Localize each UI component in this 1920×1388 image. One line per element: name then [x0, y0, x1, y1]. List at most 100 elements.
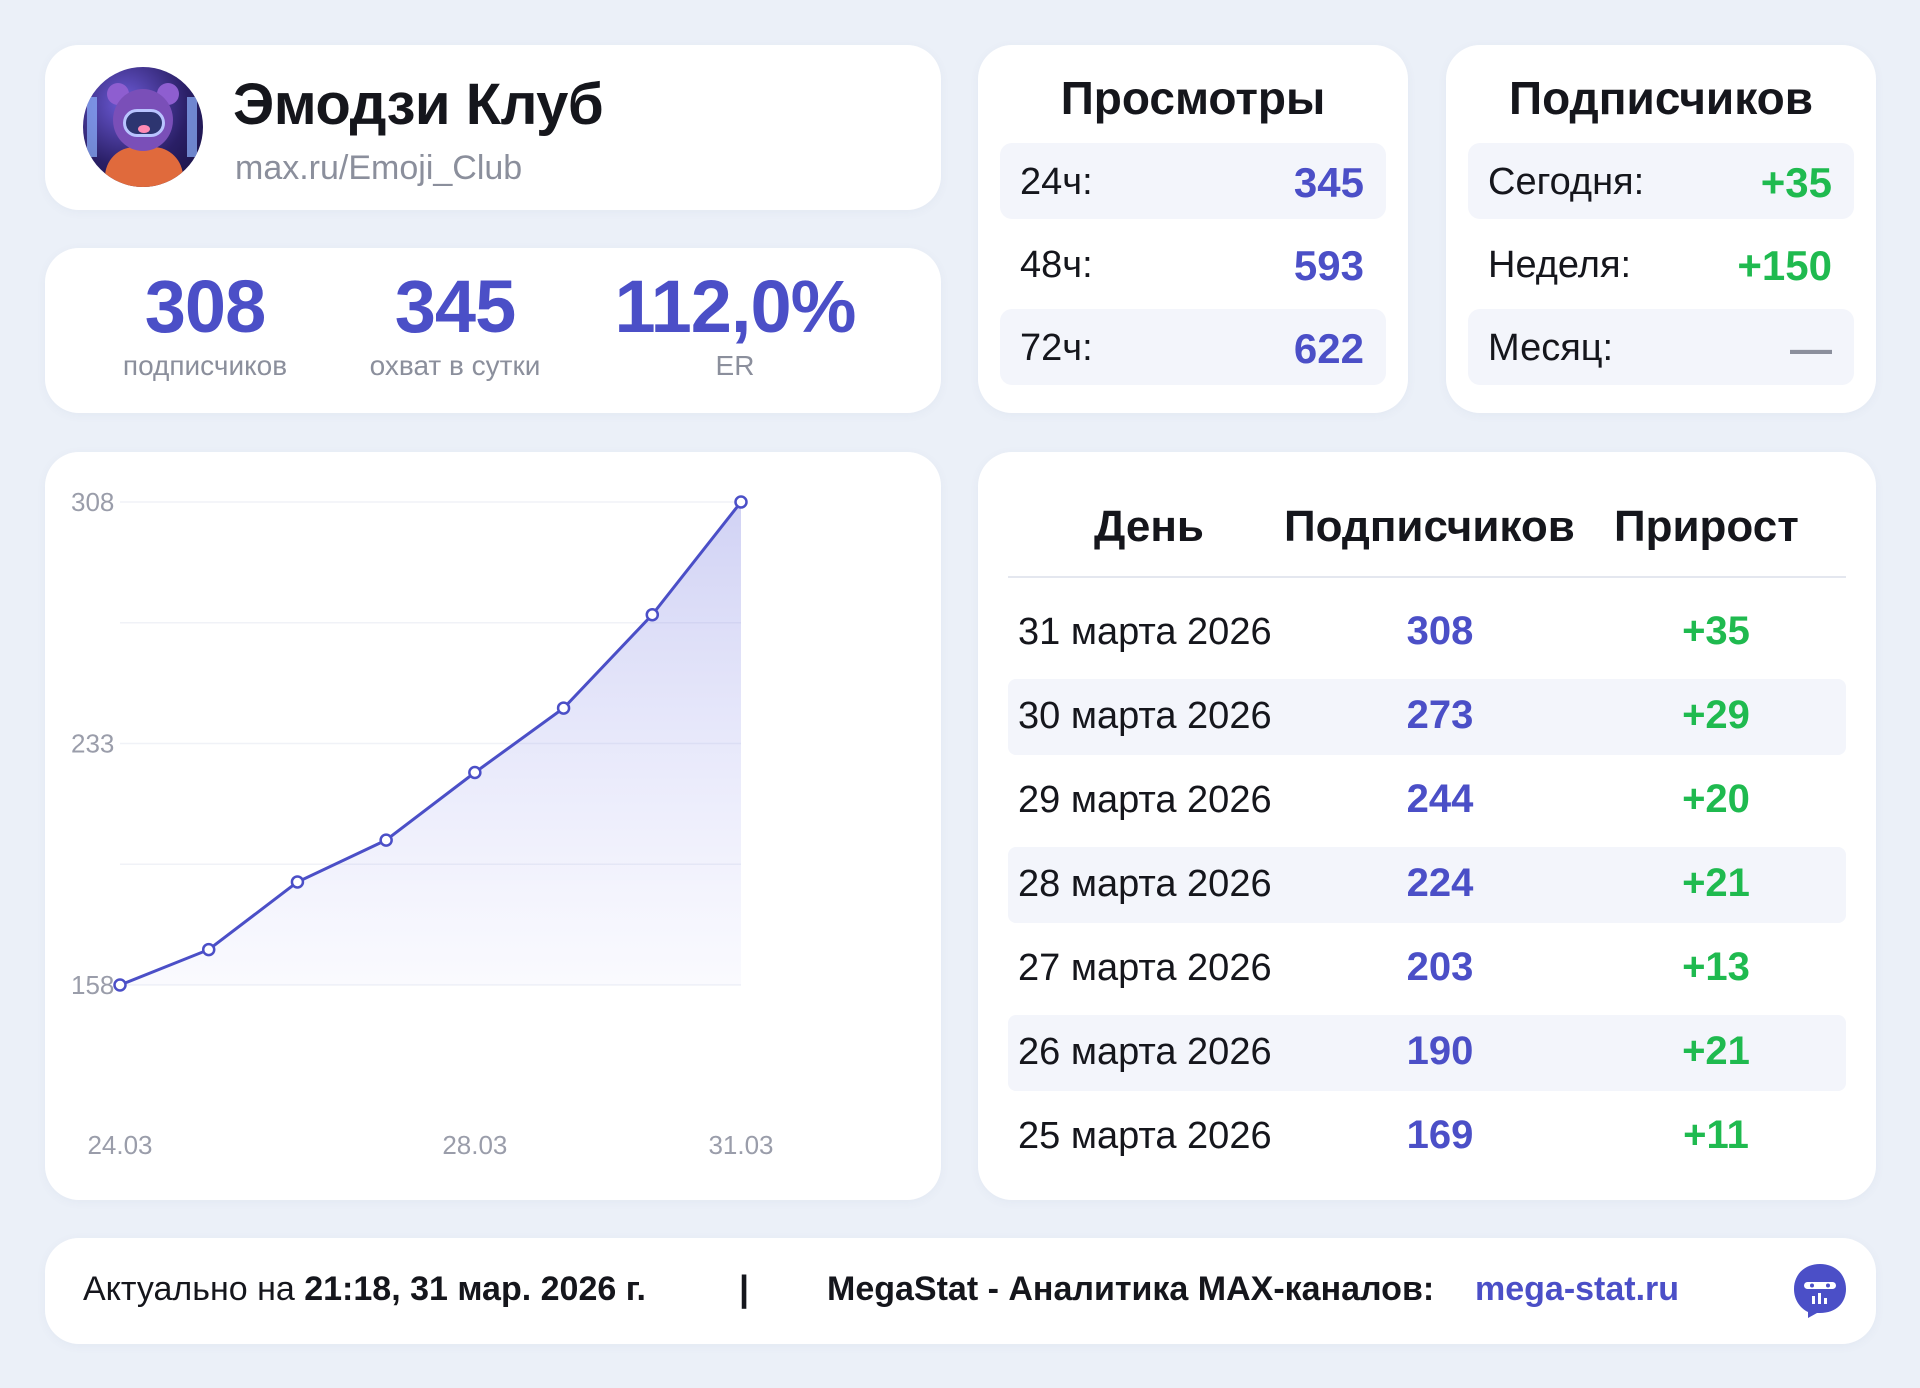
table-cell-growth: +20: [1682, 777, 1750, 821]
table-header-subscribers: Подписчиков: [1284, 502, 1575, 551]
views-card: Просмотры 24ч: 345 48ч: 593 72ч: 622: [978, 45, 1408, 413]
subscribers-summary-row: Неделя: +150: [1468, 226, 1854, 302]
avatar-decoration: [87, 97, 97, 157]
stat-er-value: 112,0%: [614, 265, 857, 348]
subscribers-summary-key: Месяц:: [1488, 327, 1614, 369]
table-header-day: День: [1094, 502, 1204, 551]
subscribers-summary-value: +35: [1760, 159, 1832, 206]
chart-y-tick-label: 233: [71, 729, 114, 759]
table-row: 29 марта 2026 244 +20: [1008, 763, 1846, 839]
footer-site-link[interactable]: mega-stat.ru: [1475, 1270, 1680, 1308]
avatar-decoration: [138, 125, 150, 133]
avatar-decoration: [105, 147, 183, 187]
subscribers-summary-key: Неделя:: [1488, 244, 1632, 286]
table-cell-day: 27 марта 2026: [1018, 947, 1272, 989]
table-cell-growth: +11: [1683, 1113, 1749, 1157]
avatar-decoration: [187, 97, 197, 157]
views-row-key: 48ч:: [1020, 244, 1093, 286]
subscribers-summary-value: —: [1790, 325, 1832, 372]
views-row-key: 24ч:: [1020, 161, 1093, 203]
chart-x-tick-label: 24.03: [87, 1130, 152, 1160]
footer-bar: Актуально на 21:18, 31 мар. 2026 г. | Me…: [45, 1238, 1876, 1344]
stat-subscribers: 308 подписчиков: [105, 268, 305, 382]
table-cell-subscribers: 244: [1406, 777, 1474, 821]
chart-point[interactable]: [201, 942, 216, 957]
views-row-key: 72ч:: [1020, 327, 1093, 369]
table-cell-subscribers: 169: [1406, 1113, 1474, 1157]
subscribers-summary-value: +150: [1737, 242, 1832, 289]
table-cell-subscribers: 224: [1406, 861, 1474, 905]
table-row: 27 марта 2026 203 +13: [1008, 931, 1846, 1007]
stat-er: 112,0% ER: [605, 268, 865, 382]
key-stats-card: 308 подписчиков 345 охват в сутки 112,0%…: [45, 248, 941, 413]
megastat-logo-icon[interactable]: [1790, 1260, 1850, 1320]
table-cell-growth: +13: [1682, 945, 1750, 989]
stat-reach-value: 345: [394, 265, 516, 348]
table-cell-day: 25 марта 2026: [1018, 1115, 1272, 1157]
views-row-value: 622: [1293, 325, 1364, 372]
table-cell-day: 28 марта 2026: [1018, 863, 1272, 905]
footer-separator: |: [739, 1268, 750, 1309]
views-title: Просмотры: [1060, 72, 1326, 124]
chart-x-tick-label: 28.03: [442, 1130, 507, 1160]
views-row-value: 593: [1293, 242, 1364, 289]
chart-point[interactable]: [290, 875, 305, 889]
avatar-decoration: [123, 109, 165, 137]
channel-name: Эмодзи Клуб: [233, 72, 604, 137]
table-row: 26 марта 2026 190 +21: [1008, 1015, 1846, 1091]
chart-line: [119, 501, 743, 987]
table-divider: [1008, 576, 1846, 578]
stat-er-label: ER: [715, 349, 755, 381]
channel-link[interactable]: max.ru/Emoji_Club: [235, 149, 523, 187]
table-cell-growth: +21: [1682, 1029, 1750, 1073]
stat-reach-label: охват в сутки: [369, 349, 541, 381]
stat-subscribers-label: подписчиков: [122, 349, 288, 381]
channel-avatar[interactable]: [83, 67, 203, 187]
table-header-growth: Прирост: [1614, 502, 1799, 551]
chart-area-fill: [120, 502, 741, 985]
views-row: 48ч: 593: [1000, 226, 1386, 302]
table-row: 28 марта 2026 224 +21: [1008, 847, 1846, 923]
chart-point[interactable]: [379, 833, 393, 847]
chart-y-tick-label: 308: [71, 487, 114, 517]
chart-x-tick-label: 31.03: [708, 1130, 773, 1160]
table-cell-growth: +29: [1682, 693, 1750, 737]
table-cell-subscribers: 308: [1406, 609, 1474, 653]
table-row: 31 марта 2026 308 +35: [1008, 595, 1846, 671]
footer-updated-prefix: Актуально на: [83, 1270, 305, 1308]
stat-subscribers-value: 308: [144, 265, 266, 348]
subscribers-summary-title: Подписчиков: [1509, 72, 1813, 124]
table-cell-growth: +35: [1682, 609, 1750, 653]
views-row: 72ч: 622: [1000, 309, 1386, 385]
chart-point[interactable]: [645, 607, 660, 622]
channel-profile-card: Эмодзи Клуб max.ru/Emoji_Club: [45, 45, 941, 210]
subscribers-chart: 308 233 158 24.03 28.03 31.03: [71, 487, 774, 1160]
chart-point[interactable]: [113, 978, 127, 992]
table-cell-day: 29 марта 2026: [1018, 779, 1272, 821]
daily-table-card: День Подписчиков Прирост 31 марта 2026 3…: [978, 452, 1876, 1200]
table-cell-subscribers: 190: [1406, 1029, 1474, 1073]
table-cell-day: 31 марта 2026: [1018, 611, 1272, 653]
table-row: 25 марта 2026 169 +11: [1008, 1099, 1846, 1175]
table-cell-growth: +21: [1682, 861, 1750, 905]
subscribers-summary-row: Месяц: —: [1468, 309, 1854, 385]
footer-timestamp: 21:18, 31 мар. 2026 г.: [304, 1270, 646, 1308]
table-cell-day: 30 марта 2026: [1018, 695, 1272, 737]
table-cell-subscribers: 273: [1406, 693, 1474, 737]
footer-updated: Актуально на 21:18, 31 мар. 2026 г.: [83, 1270, 646, 1309]
table-cell-subscribers: 203: [1406, 945, 1474, 989]
chart-point[interactable]: [468, 765, 482, 780]
table-row: 30 марта 2026 273 +29: [1008, 679, 1846, 755]
chart-point[interactable]: [734, 495, 748, 509]
views-row: 24ч: 345: [1000, 143, 1386, 219]
subscribers-summary-card: Подписчиков Сегодня: +35 Неделя: +150 Ме…: [1446, 45, 1876, 413]
footer-brand: MegaStat - Аналитика MAX-каналов:: [827, 1270, 1435, 1308]
stat-reach: 345 охват в сутки: [355, 268, 555, 382]
subscribers-summary-key: Сегодня:: [1488, 161, 1645, 203]
chart-y-tick-label: 158: [71, 970, 114, 1000]
subscribers-chart-card: 308 233 158 24.03 28.03 31.03: [45, 452, 941, 1200]
table-cell-day: 26 марта 2026: [1018, 1031, 1272, 1073]
subscribers-summary-row: Сегодня: +35: [1468, 143, 1854, 219]
chart-point[interactable]: [556, 701, 571, 715]
views-row-value: 345: [1293, 159, 1364, 206]
